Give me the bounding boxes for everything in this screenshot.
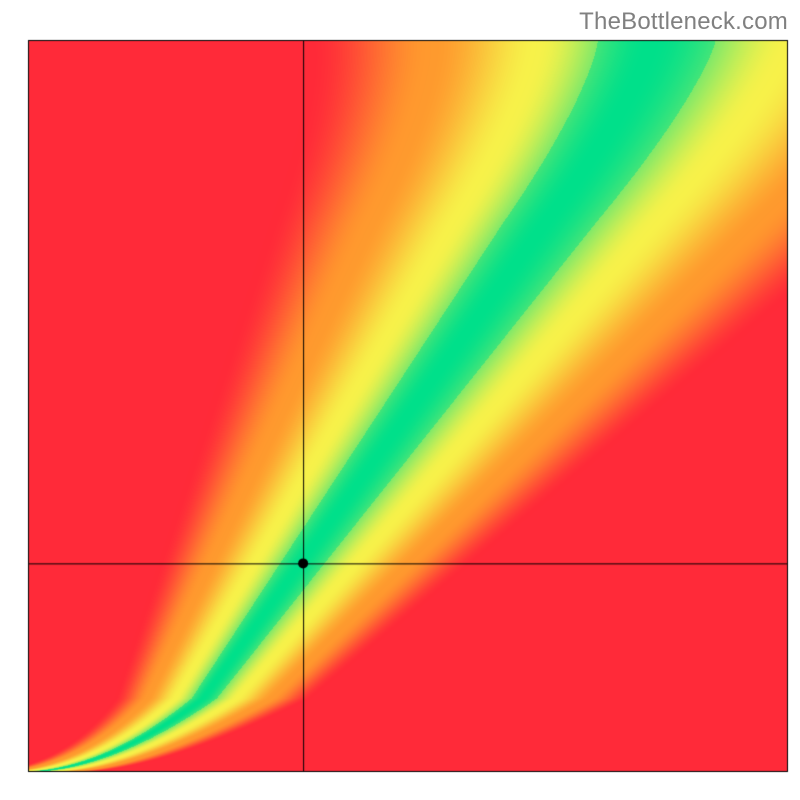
chart-container: TheBottleneck.com	[0, 0, 800, 800]
watermark-label: TheBottleneck.com	[579, 8, 788, 36]
bottleneck-heatmap-canvas	[0, 0, 800, 800]
